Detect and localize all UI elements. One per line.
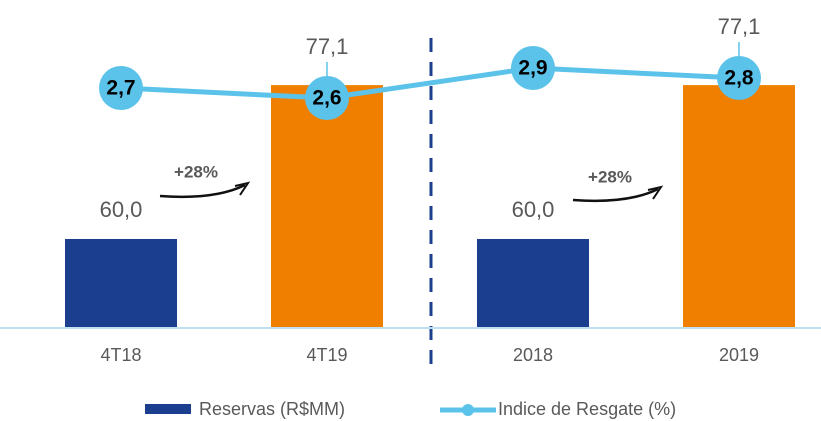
arrow-head	[234, 181, 251, 196]
bar-value-label: 60,0	[512, 197, 555, 222]
bar-value-label: 60,0	[100, 197, 143, 222]
line	[120, 65, 740, 101]
line-value-label: 2,9	[518, 57, 547, 80]
annotation: +28%	[588, 167, 632, 186]
line-marker	[99, 66, 143, 110]
x-tick-label: 2018	[513, 345, 553, 365]
line-value-label: 2,6	[312, 87, 341, 110]
x-tick-label: 4T18	[100, 345, 141, 365]
line-marker	[511, 46, 555, 90]
bar-value-label: 77,1	[306, 34, 349, 59]
annotation: +28%	[174, 162, 218, 181]
legend-label: Indice de Resgate (%)	[498, 399, 676, 419]
legend-label: Reservas (R$MM)	[199, 399, 345, 419]
arrow-head	[647, 185, 664, 200]
bar	[475, 237, 591, 329]
legend-swatch	[145, 404, 191, 414]
bar	[269, 83, 385, 329]
legend-swatch	[462, 404, 474, 416]
bar	[681, 83, 797, 329]
x-tick-label: 4T19	[306, 345, 347, 365]
bar	[63, 237, 179, 329]
line-marker	[305, 76, 349, 120]
line-value-label: 2,8	[724, 67, 754, 90]
x-tick-label: 2019	[719, 345, 759, 365]
line-value-label: 2,7	[106, 77, 135, 100]
arrow	[159, 183, 246, 199]
line-marker	[717, 56, 761, 100]
bar-value-label: 77,1	[718, 14, 761, 39]
arrow	[572, 187, 659, 203]
